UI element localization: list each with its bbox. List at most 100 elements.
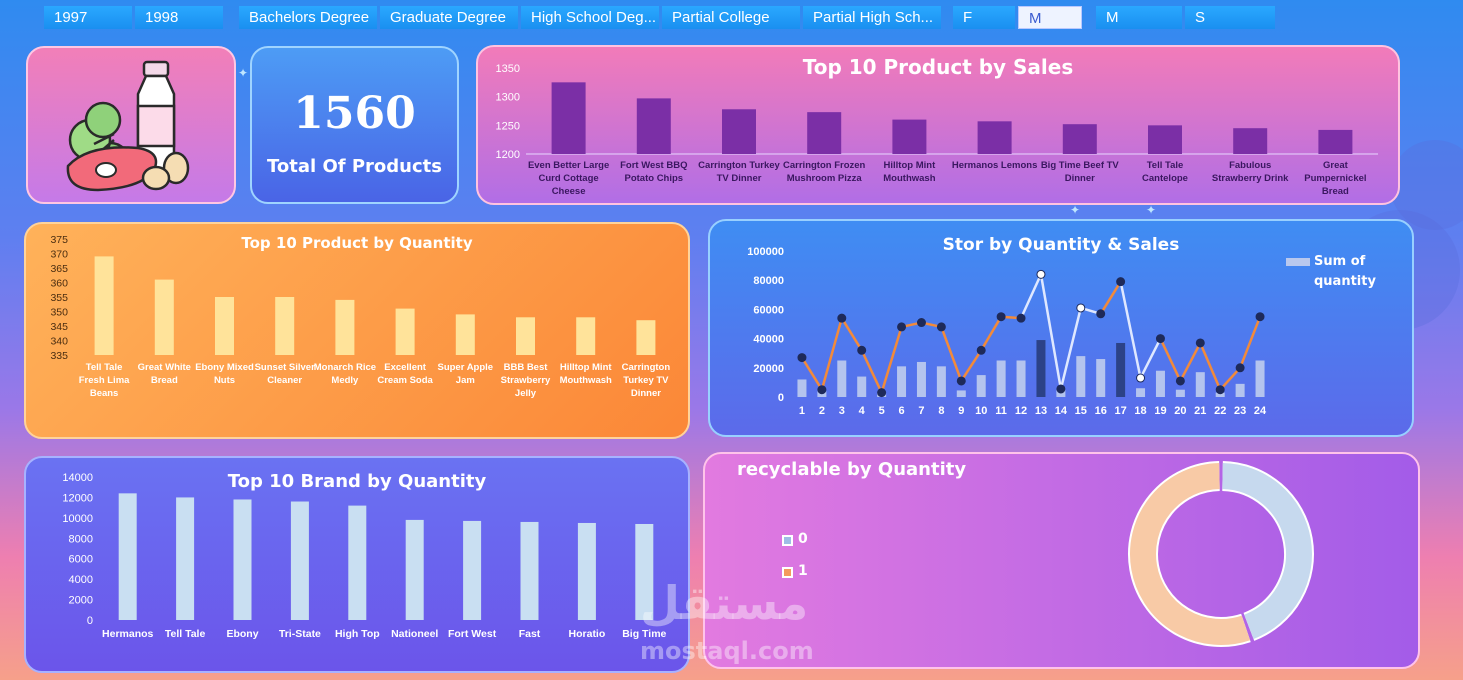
x-tick-label: Ebony Mixed bbox=[195, 362, 254, 373]
x-tick-label: Turkey TV bbox=[623, 375, 669, 386]
sales-point bbox=[1215, 385, 1225, 395]
x-tick-label: Big Time bbox=[622, 628, 666, 640]
bar bbox=[516, 317, 535, 355]
donut-slice bbox=[1221, 463, 1312, 639]
y-tick-label: 80000 bbox=[753, 275, 784, 287]
x-tick-label: 6 bbox=[898, 405, 904, 417]
sales-line-segment bbox=[820, 317, 843, 391]
x-tick-label: Carrington Frozen bbox=[783, 160, 866, 171]
y-tick-label: 370 bbox=[50, 249, 68, 261]
bar bbox=[463, 520, 482, 620]
bar bbox=[118, 493, 137, 620]
slicer-year-1997[interactable]: 1997 bbox=[44, 6, 132, 29]
sales-line-segment bbox=[860, 349, 883, 394]
donut-slice bbox=[1130, 463, 1251, 645]
filter-bar: 1997 1998 Bachelors Degree Graduate Degr… bbox=[0, 6, 1463, 30]
brand-bar-chart: 0 2000 4000 6000 8000 10000 12000 14000 Hermanos… bbox=[62, 472, 666, 640]
sales-bar-chart: 1200 1250 1300 1350 Even Better Large Curd Co… bbox=[496, 63, 1378, 197]
quantity-bar bbox=[1136, 388, 1146, 397]
sales-point bbox=[996, 312, 1006, 322]
bar bbox=[977, 121, 1012, 154]
x-tick-label: Hilltop Mint bbox=[560, 362, 613, 373]
y-tick-label: 375 bbox=[50, 234, 68, 246]
chart-title: Top 10 Product by Sales bbox=[802, 55, 1074, 79]
bar bbox=[94, 256, 114, 355]
x-tick-label: Even Better Large bbox=[528, 160, 609, 171]
legend-label-0: 0 bbox=[798, 531, 808, 547]
quantity-bar bbox=[976, 375, 986, 397]
sales-line-segment bbox=[1059, 307, 1083, 390]
bar bbox=[577, 522, 596, 620]
quantity-bar bbox=[1195, 372, 1205, 397]
legend-label-1: 1 bbox=[798, 563, 808, 579]
x-tick-label: Mouthwash bbox=[560, 375, 612, 386]
quantity-bar bbox=[1255, 360, 1265, 397]
quantity-bar bbox=[897, 366, 907, 397]
sales-point bbox=[877, 388, 887, 398]
sales-line-segment bbox=[1139, 338, 1162, 379]
x-tick-label: High Top bbox=[335, 628, 380, 640]
chart-title: recyclable by Quantity bbox=[737, 459, 967, 480]
total-products-kpi: 1560 Total Of Products bbox=[250, 46, 459, 204]
quantity-bar bbox=[936, 366, 946, 397]
x-tick-label: Potato Chips bbox=[625, 173, 684, 184]
legend-swatch-0 bbox=[782, 535, 793, 546]
sales-line-segment bbox=[1039, 274, 1063, 390]
slicer-education-bachelors[interactable]: Bachelors Degree bbox=[239, 6, 377, 29]
x-tick-label: Monarch Rice bbox=[314, 362, 376, 373]
x-tick-label: 7 bbox=[918, 405, 924, 417]
sales-point bbox=[1076, 303, 1086, 313]
x-tick-label: Jelly bbox=[515, 388, 537, 399]
slicer-marital-m[interactable]: M bbox=[1096, 6, 1182, 29]
sales-line-segment bbox=[1238, 316, 1262, 369]
x-tick-label: 4 bbox=[859, 405, 866, 417]
x-tick-label: Tri-State bbox=[279, 628, 321, 640]
slicer-marital-s[interactable]: S bbox=[1185, 6, 1275, 29]
quantity-bar bbox=[1076, 356, 1086, 397]
slicer-education-partial-high-school[interactable]: Partial High Sch... bbox=[803, 6, 941, 29]
x-tick-label: 13 bbox=[1035, 405, 1047, 417]
x-tick-label: Nuts bbox=[214, 375, 235, 386]
sales-point bbox=[936, 322, 946, 332]
x-tick-label: Hermanos Lemons bbox=[952, 160, 1038, 171]
x-tick-label: 12 bbox=[1015, 405, 1027, 417]
recyclable-donut-chart bbox=[1128, 461, 1314, 647]
x-tick-label: Mushroom Pizza bbox=[787, 173, 863, 184]
x-tick-label: Hilltop Mint bbox=[884, 160, 937, 171]
bar bbox=[722, 109, 756, 154]
chart-title: Stor by Quantity & Sales bbox=[942, 235, 1180, 255]
x-tick-label: Dinner bbox=[1065, 173, 1095, 184]
slicer-education-graduate[interactable]: Graduate Degree bbox=[380, 6, 518, 29]
x-tick-label: Curd Cottage bbox=[539, 173, 599, 184]
slicer-gender-f[interactable]: F bbox=[953, 6, 1015, 29]
slicer-gender-m[interactable]: M bbox=[1018, 6, 1082, 29]
bar bbox=[1318, 129, 1353, 154]
sales-point bbox=[857, 345, 867, 355]
sales-point bbox=[1096, 309, 1106, 319]
bar bbox=[576, 317, 596, 355]
sales-line-segment bbox=[1119, 281, 1142, 379]
x-tick-label: Dinner bbox=[631, 388, 661, 399]
x-tick-label: Cleaner bbox=[267, 375, 302, 386]
x-tick-label: Sunset Silver bbox=[255, 362, 315, 373]
slicer-year-1998[interactable]: 1998 bbox=[135, 6, 223, 29]
y-tick-label: 1250 bbox=[496, 120, 520, 132]
sales-point bbox=[916, 318, 926, 328]
bar bbox=[635, 523, 654, 620]
x-tick-label: 9 bbox=[958, 405, 964, 417]
y-tick-label: 8000 bbox=[69, 533, 93, 545]
x-tick-label: Pumpernickel bbox=[1304, 173, 1366, 184]
bar bbox=[395, 308, 415, 355]
x-tick-label: 20 bbox=[1174, 405, 1186, 417]
bar bbox=[455, 314, 475, 355]
recyclable-quantity-card: recyclable by Quantity 0 1 bbox=[703, 452, 1420, 669]
x-tick-label: 21 bbox=[1194, 405, 1206, 417]
sales-point bbox=[837, 313, 847, 323]
sales-point bbox=[1175, 376, 1185, 386]
bar bbox=[348, 505, 367, 620]
slicer-education-partial-college[interactable]: Partial College bbox=[662, 6, 800, 29]
slicer-education-high-school[interactable]: High School Deg... bbox=[521, 6, 659, 29]
quantity-bar bbox=[1215, 392, 1225, 397]
y-tick-label: 345 bbox=[50, 321, 68, 333]
